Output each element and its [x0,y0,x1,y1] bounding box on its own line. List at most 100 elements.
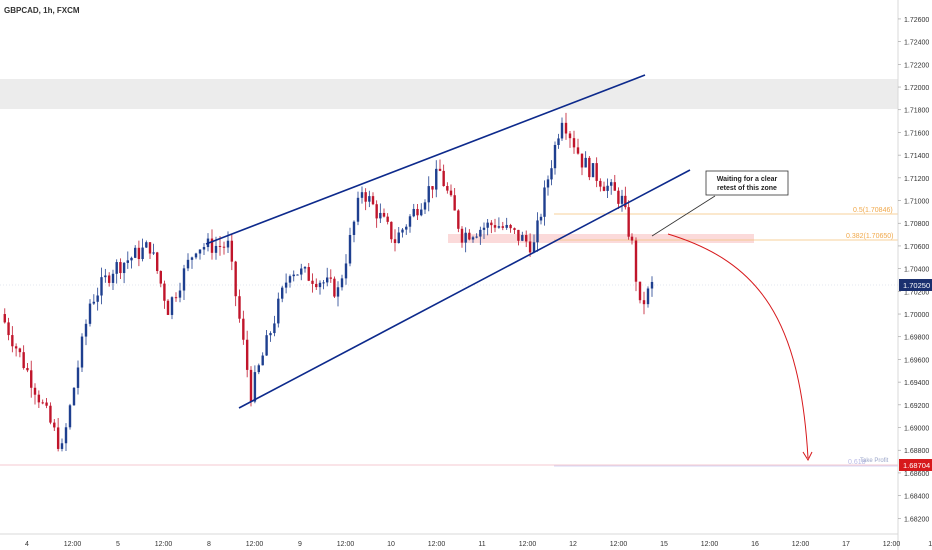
price-tick-label: 1.70200 [904,289,929,296]
candle-bear [624,195,627,208]
candle-bull [72,387,76,406]
candle-bull [475,236,478,238]
candle-bull [202,247,206,250]
candle-bull [650,281,654,289]
candle-bull [170,297,174,315]
candle-bear [501,226,504,228]
candle-bear [446,186,449,191]
candle-bull [122,262,126,274]
callout-box[interactable] [705,170,789,196]
time-tick-label: 15 [660,541,668,548]
candle-bull [420,209,423,216]
candle-bear [431,186,434,190]
candle-bull [356,197,360,222]
candle-bull [178,290,182,298]
candle-bull [84,323,88,337]
candle-bull [253,372,257,402]
candle-bull [80,336,84,368]
price-tick-label: 1.69600 [904,357,929,364]
target-price-badge [899,459,932,471]
candle-bull [190,257,194,260]
candle-bull [288,276,292,283]
candle-bear [148,242,152,254]
candle-bull [145,242,148,248]
candle-bull [186,259,190,269]
candle-bear [517,229,520,241]
callout-line-1: Waiting for a clear [717,176,778,183]
time-tick-label: 11 [478,541,485,548]
candle-bull [277,298,280,324]
price-axis[interactable]: 1.72600 1.72400 1.72200 1.72000 1.71800 1.716… [898,17,929,523]
candle-bull [336,287,340,297]
candle-bear [588,157,591,178]
candle-bull [96,295,99,302]
price-tick-label: 1.68200 [904,516,929,523]
candle-bear [238,296,241,319]
candle-bear [218,245,222,247]
target-price-label: 1.68704 [903,461,930,470]
candle-bear [37,394,41,403]
time-tick-label: 12:00 [155,541,173,548]
candle-bear [393,239,397,244]
retest-zone [448,234,754,243]
time-tick-label: 12:00 [792,541,810,548]
candle-bull [134,247,137,258]
candle-bull [557,138,560,145]
channel-upper-line[interactable] [205,74,646,245]
price-tick-label: 1.69200 [904,403,929,410]
candle-bear [166,300,170,315]
candle-bull [397,232,400,244]
candle-bear [307,267,310,281]
candle-bull [92,301,96,304]
price-tick-label: 1.68400 [904,494,929,501]
candle-bear [468,232,471,240]
candle-bull [412,208,415,217]
candle-bear [119,262,122,274]
candle-bull [550,168,553,180]
candle-bear [137,247,141,260]
candle-bear [602,186,606,191]
candle-bull [471,237,475,240]
candle-bull [340,278,344,288]
time-axis[interactable]: 4 12:00 5 12:00 8 12:00 9 12:00 10 12:00 11 12:00 12… [25,541,932,548]
candle-bull [115,262,118,274]
candle-bear [513,228,516,230]
candle-bear [45,402,48,406]
candle-bull [560,122,564,139]
candle-bull [182,268,186,291]
candle-bear [242,318,245,340]
candle-bear [311,280,314,284]
candle-bear [638,281,642,301]
candle-bull [226,240,230,248]
candle-bear [22,352,25,369]
candle-bear [617,190,620,204]
candle-bear [7,322,10,336]
price-tick-label: 1.72600 [904,17,929,24]
candle-bear [460,228,464,243]
candle-bear [442,170,445,187]
candle-bear [163,283,166,301]
candle-bull [620,195,624,204]
channel-lower-line[interactable] [238,169,691,409]
candle-bear [41,402,44,404]
candle-bear [210,238,214,253]
candle-bull [646,288,650,305]
time-tick-label: 12:00 [883,541,901,548]
candle-bull [126,260,129,263]
candle-bear [315,283,318,288]
candle-bull [68,405,72,428]
candle-bull [536,220,539,243]
candle-bear [245,339,249,370]
candle-bear [528,241,532,253]
candle-bull [352,221,356,235]
candle-bull [521,235,524,241]
take-profit-label: Take Profit [860,458,889,464]
candle-bear [18,348,22,353]
price-tick-label: 1.71400 [904,153,929,160]
candle-bull [296,274,299,276]
candle-bull [141,247,144,260]
candle-bull [322,282,325,284]
candle-bull [360,192,364,198]
candle-bear [159,271,162,284]
